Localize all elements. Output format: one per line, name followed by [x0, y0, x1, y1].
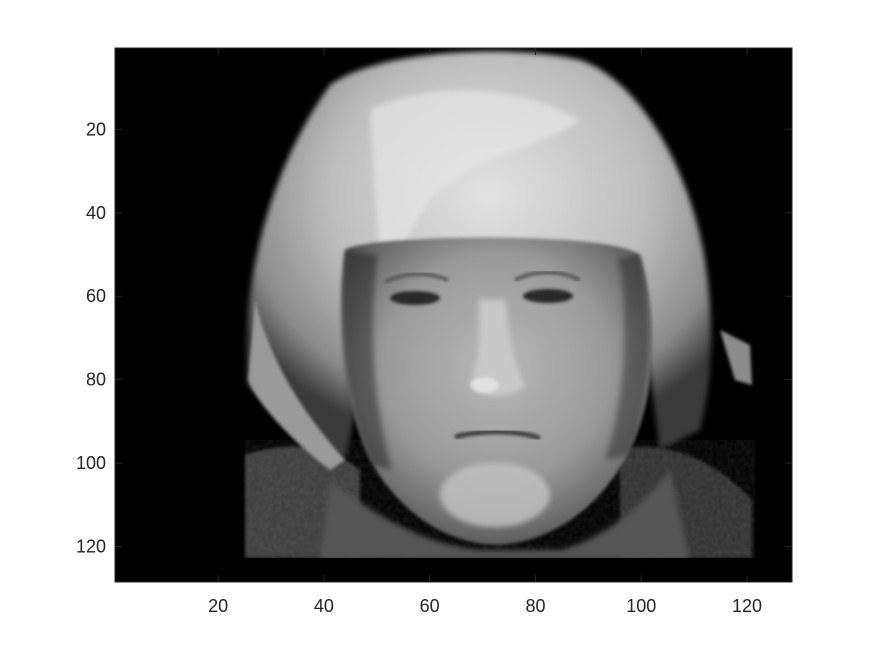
y-tick-label: 120 [76, 537, 106, 557]
y-tick-label: 100 [76, 453, 106, 473]
y-tick-label: 60 [86, 286, 106, 306]
y-tick-label: 80 [86, 370, 106, 390]
heatmap-image [115, 48, 792, 582]
y-tick-label: 20 [86, 119, 106, 139]
x-tick-label: 40 [314, 596, 334, 616]
x-axis: 20 40 60 80 100 120 [208, 48, 762, 616]
y-axis: 20 40 60 80 100 120 [76, 119, 792, 557]
axes-frame [114, 47, 793, 583]
x-tick-label: 60 [420, 596, 440, 616]
x-tick-label: 100 [626, 596, 656, 616]
image-bottom-band [115, 558, 792, 582]
y-tick-label: 40 [86, 203, 106, 223]
x-tick-label: 80 [525, 596, 545, 616]
face-region [341, 237, 653, 545]
x-tick-label: 120 [732, 596, 762, 616]
x-tick-label: 20 [208, 596, 228, 616]
